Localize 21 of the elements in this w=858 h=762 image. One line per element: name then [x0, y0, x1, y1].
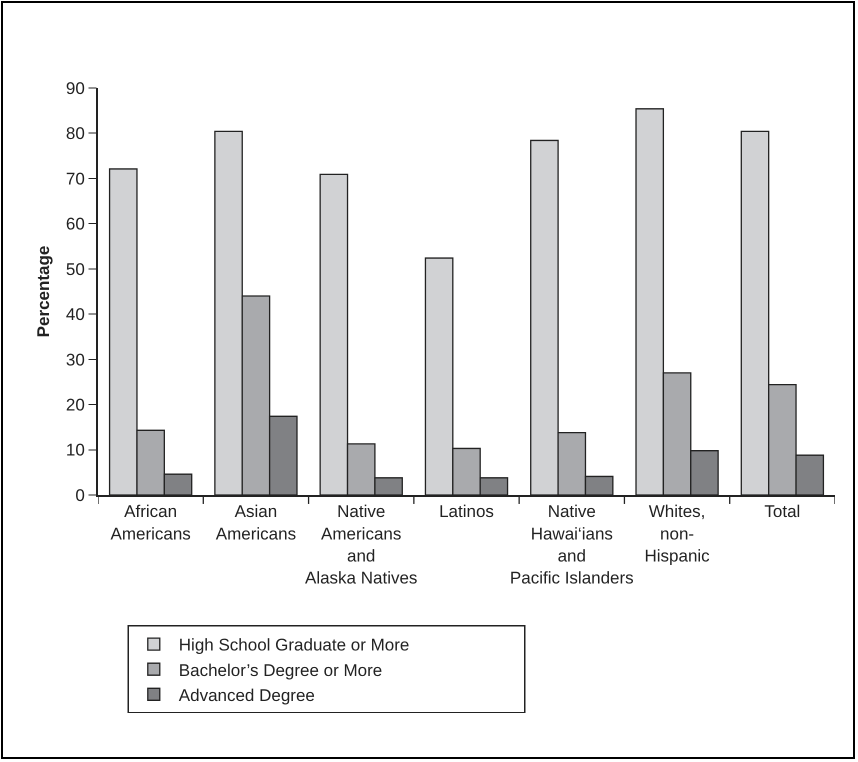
y-tick-label: 0 [75, 486, 85, 505]
y-tick-label: 40 [66, 305, 85, 324]
y-axis-title: Percentage [34, 246, 53, 338]
x-tick-label: Latinos [439, 502, 494, 522]
y-tick-label: 20 [66, 396, 85, 415]
x-tick-label: African Americans [110, 502, 191, 544]
x-tick-label: Native Americans and Alaska Natives [304, 502, 418, 588]
legend-label: Bachelor’s Degree or More [178, 660, 382, 680]
y-tick-label: 30 [66, 350, 85, 370]
y-tick-label: 90 [66, 78, 85, 98]
x-tick-label: Whites, non- Hispanic [644, 502, 710, 566]
y-tick-label: 10 [66, 440, 85, 460]
x-tick-label: Total [764, 502, 800, 522]
y-tick-label: 70 [66, 169, 85, 188]
y-tick-label: 50 [66, 260, 85, 279]
y-tick-label: 80 [66, 124, 85, 144]
legend-label: Advanced Degree [178, 686, 315, 705]
y-tick-label: 60 [66, 214, 85, 234]
x-tick-label: Asian Americans [216, 502, 296, 544]
legend-label: High School Graduate or More [178, 636, 410, 655]
x-tick-label: Native Hawai‘ians and Pacific Islanders [510, 502, 634, 588]
